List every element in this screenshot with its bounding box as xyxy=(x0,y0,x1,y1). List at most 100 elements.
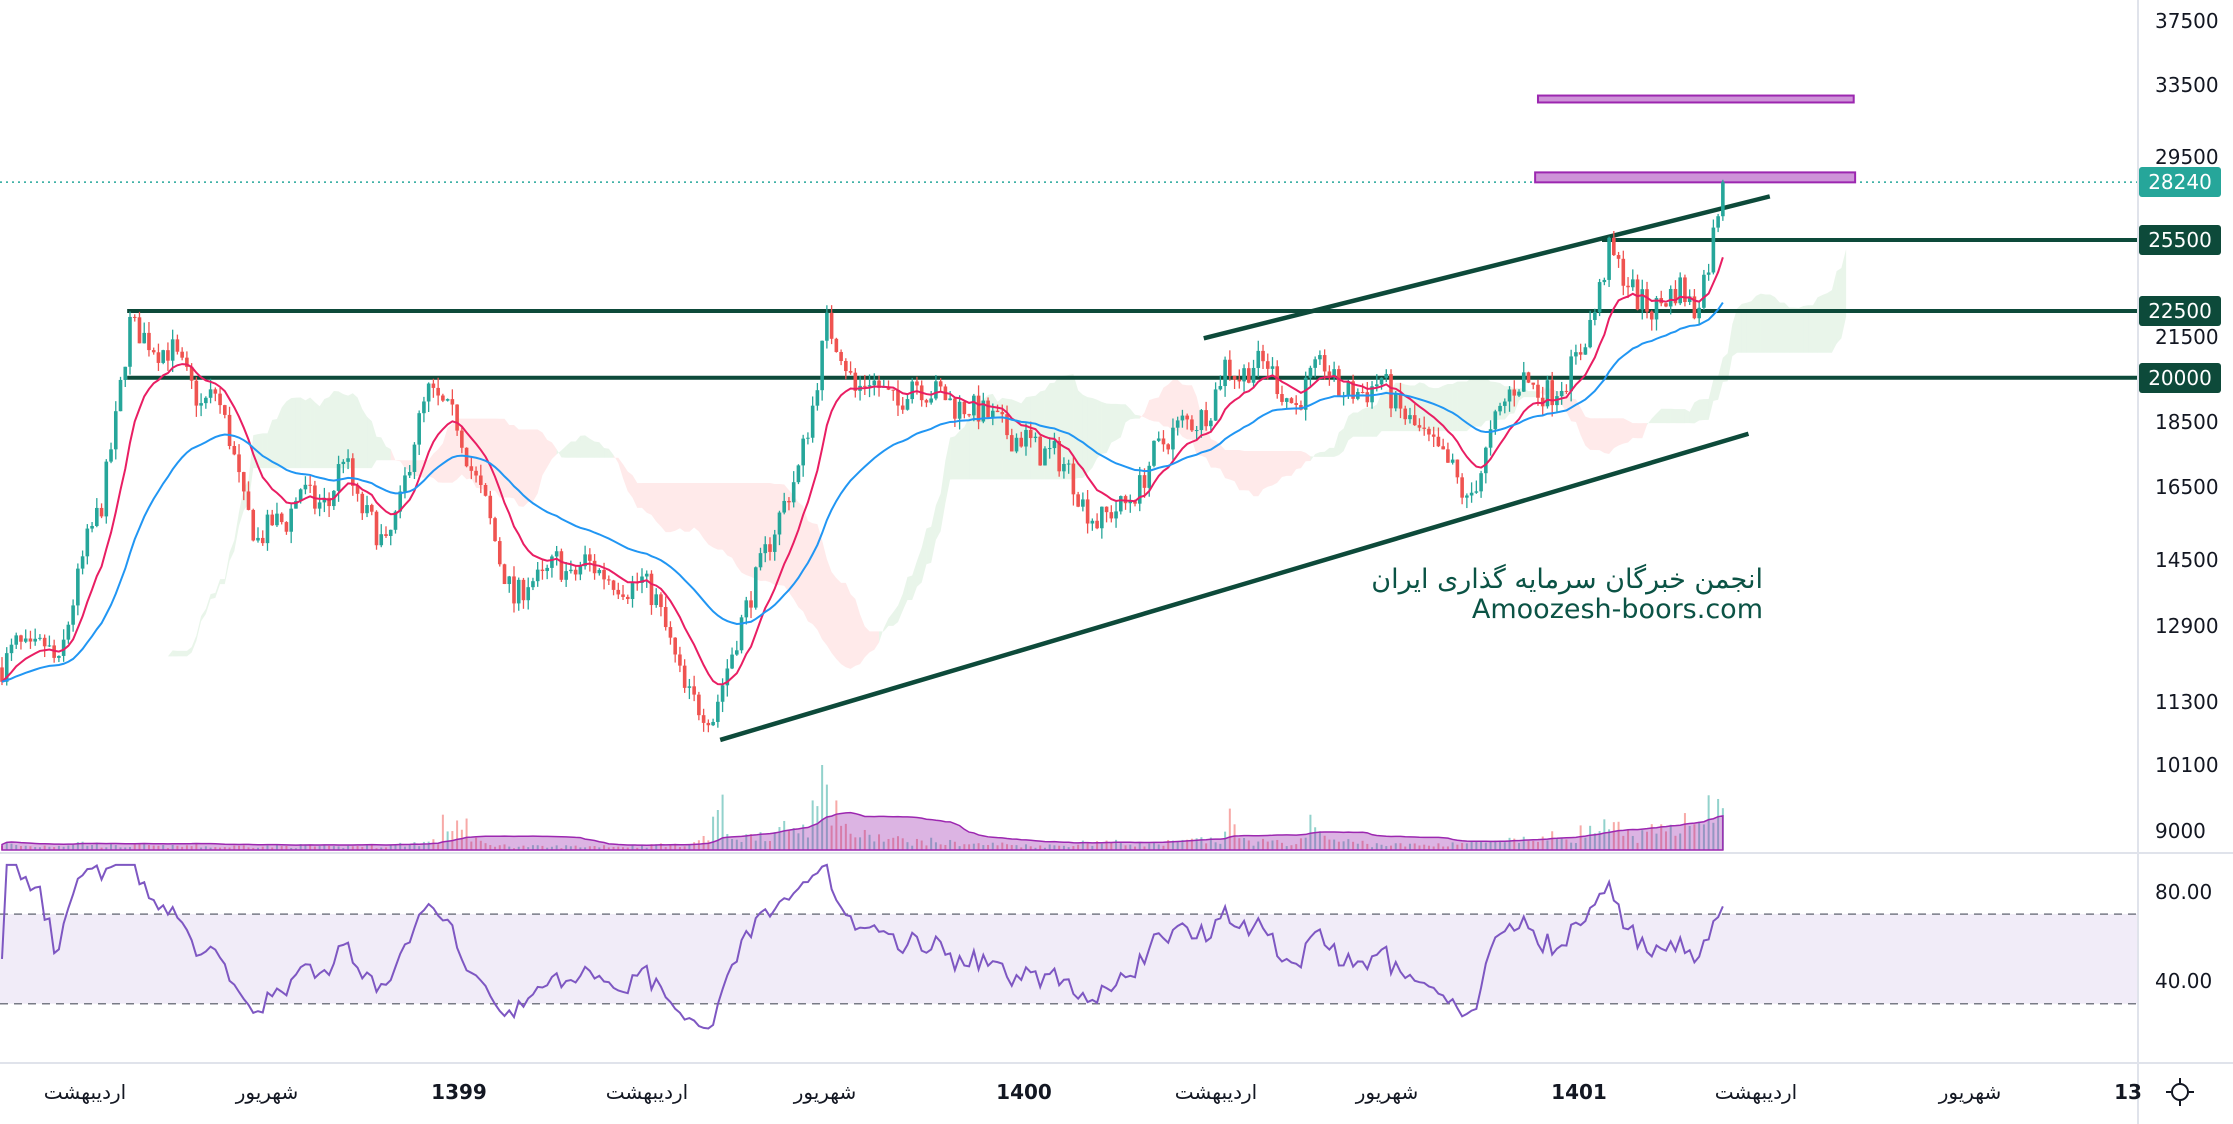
volume-bar xyxy=(873,841,876,850)
candle-body xyxy=(1498,405,1502,412)
volume-bar xyxy=(508,846,511,850)
ichimoku-cloud-segment xyxy=(1779,302,1785,353)
volume-bar xyxy=(726,833,729,850)
candle-body xyxy=(787,500,791,503)
candle-body xyxy=(559,551,564,580)
ichimoku-cloud-segment xyxy=(1808,305,1813,353)
candle-body xyxy=(1559,390,1564,397)
ichimoku-cloud-segment xyxy=(845,582,851,669)
volume-bar xyxy=(1342,841,1345,850)
ichimoku-cloud-segment xyxy=(295,397,301,469)
ichimoku-cloud-segment xyxy=(1277,450,1282,483)
volume-bar xyxy=(256,847,259,850)
candle-body xyxy=(953,398,957,419)
candle-body xyxy=(929,398,933,403)
volume-bar xyxy=(1546,840,1549,850)
ichimoku-cloud-segment xyxy=(912,560,917,600)
candle-body xyxy=(1104,506,1109,513)
ichimoku-cloud-segment xyxy=(916,547,922,587)
volume-bar xyxy=(1124,845,1127,850)
candle-body xyxy=(1446,449,1450,463)
candle-body xyxy=(1299,404,1303,410)
candle-body xyxy=(1664,303,1668,307)
volume-bar xyxy=(176,845,179,850)
volume-bar xyxy=(1655,833,1658,850)
candle-body xyxy=(644,573,649,577)
volume-bar xyxy=(906,842,909,850)
candle-body xyxy=(502,564,507,585)
volume-bar xyxy=(1489,840,1492,850)
volume-bar xyxy=(105,847,108,850)
ichimoku-cloud-segment xyxy=(1703,399,1709,420)
ichimoku-cloud-segment xyxy=(1585,416,1591,450)
volume-bar xyxy=(1333,839,1336,850)
candle-body xyxy=(1280,394,1284,402)
volume-bar xyxy=(707,840,710,850)
candle-body xyxy=(1583,347,1588,355)
volume-bar xyxy=(622,847,625,850)
ichimoku-cloud-segment xyxy=(869,631,875,653)
chart-canvas[interactable] xyxy=(0,0,2137,1063)
volume-bar xyxy=(494,846,497,850)
ichimoku-cloud-segment xyxy=(793,495,799,608)
volume-bar xyxy=(1404,846,1407,850)
ichimoku-cloud-segment xyxy=(1419,382,1425,432)
candle-body xyxy=(896,389,900,406)
volume-bar xyxy=(996,845,999,850)
candle-body xyxy=(550,556,554,568)
candle-body xyxy=(85,528,90,557)
ichimoku-cloud-segment xyxy=(1025,396,1031,480)
volume-bar xyxy=(626,847,629,850)
candle-body xyxy=(1379,377,1384,385)
candle-body xyxy=(507,576,512,585)
candle-body xyxy=(772,534,777,552)
volume-bar xyxy=(86,845,89,850)
ichimoku-cloud-segment xyxy=(205,594,211,615)
volume-bar xyxy=(1380,844,1383,850)
pane-separator[interactable] xyxy=(0,852,2233,854)
volume-bar xyxy=(1314,827,1317,850)
candle-body xyxy=(1038,436,1043,466)
candle-body xyxy=(720,685,725,702)
ichimoku-cloud-segment xyxy=(1632,423,1638,439)
candle-body xyxy=(38,637,42,639)
volume-bar xyxy=(631,845,634,850)
ichimoku-cloud-segment xyxy=(1760,293,1766,353)
level-price-badge: 25500 xyxy=(2139,225,2221,256)
price-axis[interactable] xyxy=(2137,0,2233,1124)
candle-body xyxy=(1000,412,1005,415)
settings-sun-icon[interactable] xyxy=(2165,1077,2195,1107)
candle-body xyxy=(208,389,213,398)
ichimoku-cloud-segment xyxy=(1229,449,1235,482)
candle-body xyxy=(1175,420,1180,428)
volume-bar xyxy=(1039,845,1042,850)
ichimoku-cloud-segment xyxy=(1220,444,1226,479)
volume-bar xyxy=(712,816,715,850)
candle-body xyxy=(265,514,270,544)
candle-body xyxy=(682,665,687,688)
candle-body xyxy=(1128,501,1133,504)
volume-bar xyxy=(735,839,738,850)
candle-body xyxy=(1607,237,1611,280)
candle-body xyxy=(829,312,834,339)
ichimoku-cloud-segment xyxy=(1443,384,1448,432)
volume-bar xyxy=(1010,845,1013,850)
candle-body xyxy=(223,405,227,415)
ichimoku-cloud-segment xyxy=(433,449,439,483)
candle-body xyxy=(863,385,867,387)
candle-body xyxy=(47,645,52,647)
candle-body xyxy=(313,485,317,509)
ichimoku-cloud-segment xyxy=(125,666,130,671)
candle-body xyxy=(753,567,758,608)
volume-bar xyxy=(10,843,13,850)
price-tick-label: 16500 xyxy=(2155,474,2219,499)
volume-bar xyxy=(1522,836,1525,850)
candle-body xyxy=(640,576,644,583)
volume-bar xyxy=(1683,813,1686,850)
ichimoku-cloud-segment xyxy=(1182,384,1188,440)
ichimoku-cloud-segment xyxy=(1272,450,1278,486)
candle-body xyxy=(9,644,14,654)
volume-bar xyxy=(389,845,392,850)
ichimoku-cloud-segment xyxy=(1367,407,1373,437)
volume-bar xyxy=(114,845,117,850)
